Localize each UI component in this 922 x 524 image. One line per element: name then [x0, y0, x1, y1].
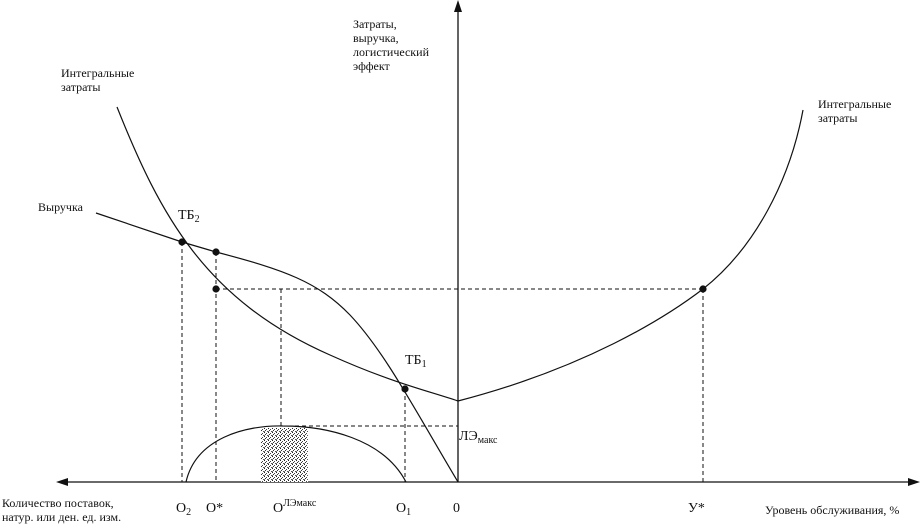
integral-costs-right-label: Интегральные затраты [818, 97, 892, 125]
point-ustar [699, 285, 707, 293]
y-axis-arrow [454, 0, 462, 12]
point-tb1 [401, 385, 409, 393]
max-effect-shaded-area [261, 428, 308, 482]
tick-o-le-max: OЛЭмакс [273, 498, 317, 516]
point-cost-ostar [212, 285, 220, 293]
x-axis-right-arrow [908, 478, 920, 486]
integral-costs-left-curve [116, 106, 459, 402]
y-axis-title: Затраты, выручка, логистический эффект [353, 17, 429, 73]
tb2-label: ТБ2 [178, 208, 200, 225]
tick-o2: O2 [176, 501, 192, 518]
integral-costs-right-curve [457, 109, 804, 402]
point-revenue-ostar [212, 248, 220, 256]
x-axis-left-arrow [56, 478, 68, 486]
revenue-curve [95, 212, 459, 483]
tick-u-star: У* [688, 501, 705, 516]
x-axis-left-title: Количество поставок, натур. или ден. ед.… [2, 496, 122, 524]
tick-zero: 0 [453, 501, 460, 516]
x-axis-right-title: Уровень обслуживания, % [765, 503, 900, 517]
tb1-label: ТБ1 [405, 353, 427, 370]
le-max-label: ЛЭмакс [459, 429, 498, 446]
integral-costs-left-label: Интегральные затраты [61, 66, 135, 94]
revenue-label: Выручка [38, 200, 83, 214]
point-tb2 [178, 238, 186, 246]
tick-o1: O1 [396, 501, 412, 518]
logistic-effect-arc [185, 425, 407, 483]
tick-o-star: O* [206, 501, 224, 516]
